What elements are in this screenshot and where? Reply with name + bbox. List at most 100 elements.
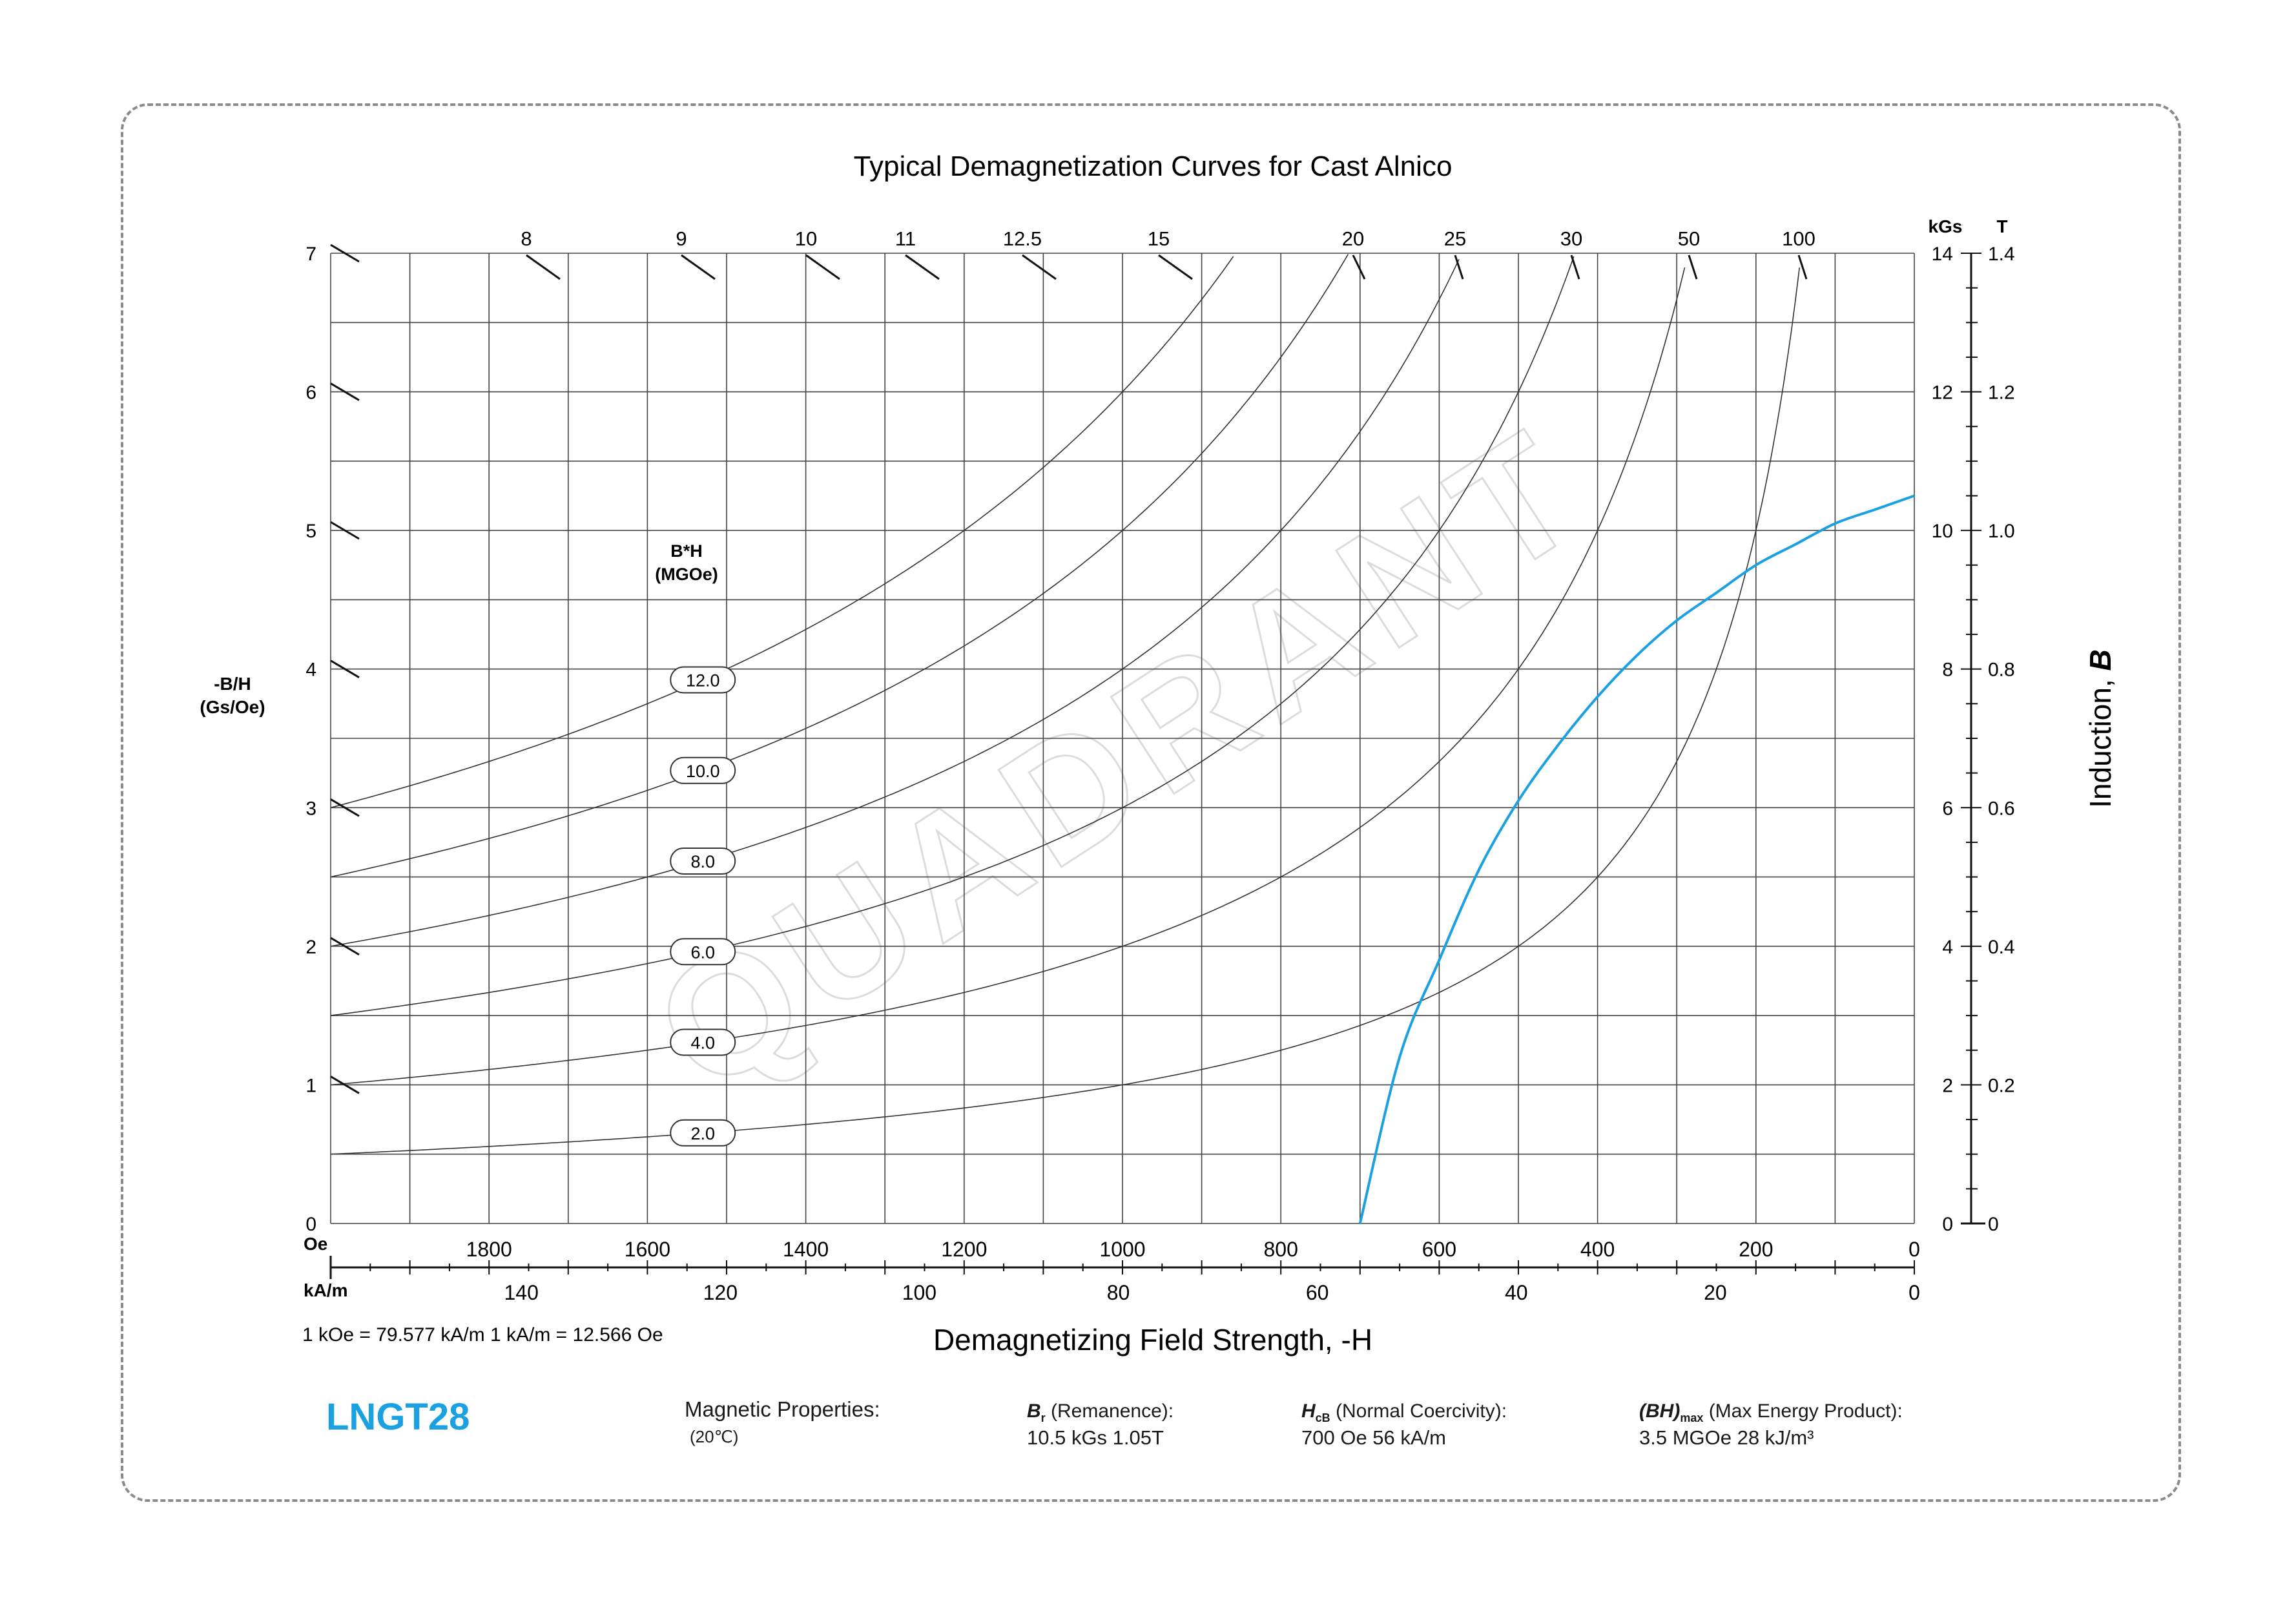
load-line-marker xyxy=(1352,255,1366,280)
y-left-load-line-marker xyxy=(330,1076,360,1094)
y-kgs-tick-label: 2 xyxy=(1942,1075,1953,1096)
x-tick-label-oe: 1400 xyxy=(783,1238,829,1261)
y-left-load-line-marker xyxy=(330,798,360,817)
energy-curves-units: (MGOe) xyxy=(655,565,718,584)
load-line-marker xyxy=(526,254,561,280)
energy-label-text: 8.0 xyxy=(690,852,715,871)
y-units-kgs-label: kGs xyxy=(1929,216,1963,236)
coercivity-label: (Normal Coercivity): xyxy=(1336,1400,1507,1422)
y-t-tick-label: 1.2 xyxy=(1988,382,2015,404)
y-units-t-label: T xyxy=(1996,216,2007,236)
x-tick-label-oe: 800 xyxy=(1264,1238,1298,1261)
coercivity-symbol: H xyxy=(1301,1400,1316,1422)
energy-label-text: 10.0 xyxy=(686,762,720,781)
y-left-tick-label: 1 xyxy=(305,1075,316,1096)
energy-label-box xyxy=(670,1119,736,1147)
y-kgs-tick-label: 12 xyxy=(1932,382,1953,404)
y-left-tick-label: 5 xyxy=(305,521,316,542)
x-tick-label-kam: 40 xyxy=(1505,1281,1528,1304)
energy-product-heading: (BH)max (Max Energy Product): xyxy=(1639,1400,1903,1425)
energy-curve-2.0 xyxy=(330,267,1800,1155)
y-left-tick-label: 2 xyxy=(305,937,316,958)
coercivity-sub: cB xyxy=(1315,1411,1330,1424)
y-t-tick-label: 0.2 xyxy=(1988,1075,2015,1096)
x-tick-label-oe: 1800 xyxy=(466,1238,512,1261)
properties-heading-block: Magnetic Properties: (20℃) xyxy=(685,1397,880,1447)
x-tick-label-oe: 200 xyxy=(1739,1238,1773,1261)
energy-product-block: (BH)max (Max Energy Product): 3.5 MGOe 2… xyxy=(1639,1400,1903,1450)
y-kgs-tick-label: 4 xyxy=(1942,937,1953,958)
load-line-marker xyxy=(1454,255,1464,280)
y-left-load-line-marker xyxy=(330,244,360,263)
y-left-tick-label: 4 xyxy=(305,660,316,681)
energy-curves-header: B*H xyxy=(670,541,703,561)
x-tick-label-kam: 20 xyxy=(1704,1281,1727,1304)
y-left-load-line-marker xyxy=(330,521,360,540)
y-t-tick-label: 1.0 xyxy=(1988,521,2015,542)
y-left-tick-label: 0 xyxy=(305,1214,316,1235)
y-t-tick-label: 0.4 xyxy=(1988,937,2015,958)
x-tick-label-kam: 140 xyxy=(504,1281,538,1304)
y-left-tick-label: 7 xyxy=(305,244,316,265)
x-tick-label-kam: 60 xyxy=(1306,1281,1329,1304)
properties-temperature: (20℃) xyxy=(690,1427,739,1446)
remanence-symbol: B xyxy=(1027,1400,1041,1422)
load-line-label: 100 xyxy=(1782,227,1815,250)
x-tick-label-oe: 600 xyxy=(1422,1238,1456,1261)
y-t-tick-label: 0 xyxy=(1988,1214,1999,1235)
y-left-load-line-marker xyxy=(330,382,360,401)
energy-curve-10.0 xyxy=(330,254,1349,878)
energy-label-box xyxy=(670,938,736,966)
y-right-axis-title: Induction, B xyxy=(2084,649,2117,808)
coercivity-block: HcB (Normal Coercivity): 700 Oe 56 kA/m xyxy=(1301,1400,1507,1450)
load-line-marker xyxy=(1570,255,1580,280)
y-t-tick-label: 0.6 xyxy=(1988,798,2015,819)
y-kgs-tick-label: 14 xyxy=(1932,244,1953,265)
x-tick-label-kam: 80 xyxy=(1107,1281,1130,1304)
load-line-marker xyxy=(905,254,940,280)
energy-product-symbol: (BH) xyxy=(1639,1400,1681,1422)
properties-heading: Magnetic Properties: xyxy=(685,1397,880,1421)
demagnetization-curve-0 xyxy=(1358,494,1915,1224)
remanence-label: (Remanence): xyxy=(1051,1400,1174,1422)
load-line-label: 15 xyxy=(1148,227,1170,250)
y-t-tick-label: 0.8 xyxy=(1988,660,2015,681)
y-left-load-line-marker xyxy=(330,660,360,679)
y-kgs-tick-label: 6 xyxy=(1942,798,1953,819)
y-kgs-tick-label: 10 xyxy=(1932,521,1953,542)
x-tick-label-kam: 0 xyxy=(1908,1281,1920,1304)
chart-title: Typical Demagnetization Curves for Cast … xyxy=(854,151,1453,182)
x-tick-label-kam: 100 xyxy=(902,1281,936,1304)
energy-curve-6.0 xyxy=(330,256,1575,1016)
energy-curve-12.0 xyxy=(330,256,1234,809)
energy-label-box xyxy=(670,1028,736,1056)
x-tick-label-kam: 120 xyxy=(703,1281,738,1304)
watermark-text: QUADRANT xyxy=(625,391,1619,1128)
y-t-tick-label: 1.4 xyxy=(1988,244,2015,265)
load-line-marker xyxy=(681,254,716,280)
x-axis-title: Demagnetizing Field Strength, -H xyxy=(933,1323,1372,1357)
x-units-oe-label: Oe xyxy=(304,1234,327,1254)
load-line-label: 9 xyxy=(676,227,687,250)
load-line-label: 8 xyxy=(521,227,532,250)
remanence-value: 10.5 kGs 1.05T xyxy=(1027,1426,1164,1449)
y-kgs-tick-label: 0 xyxy=(1942,1214,1953,1235)
y-left-axis-units: (Gs/Oe) xyxy=(200,697,265,717)
remanence-block: Br (Remanence): 10.5 kGs 1.05T xyxy=(1027,1400,1174,1450)
energy-label-box xyxy=(670,848,736,875)
remanence-sub: r xyxy=(1040,1411,1046,1424)
load-line-label: 10 xyxy=(795,227,817,250)
load-line-label: 50 xyxy=(1678,227,1700,250)
load-line-label: 25 xyxy=(1444,227,1466,250)
conversion-note: 1 kOe = 79.577 kA/m 1 kA/m = 12.566 Oe xyxy=(302,1324,663,1346)
y-left-tick-label: 6 xyxy=(305,382,316,404)
energy-product-value: 3.5 MGOe 28 kJ/m³ xyxy=(1639,1426,1814,1449)
y-left-tick-label: 3 xyxy=(305,798,316,819)
energy-product-sub: max xyxy=(1680,1411,1704,1424)
energy-curve-4.0 xyxy=(330,267,1686,1086)
y-left-axis-title: -B/H xyxy=(214,674,251,694)
x-tick-label-oe: 1200 xyxy=(941,1238,987,1261)
remanence-heading: Br (Remanence): xyxy=(1027,1400,1174,1425)
coercivity-value: 700 Oe 56 kA/m xyxy=(1301,1426,1447,1449)
